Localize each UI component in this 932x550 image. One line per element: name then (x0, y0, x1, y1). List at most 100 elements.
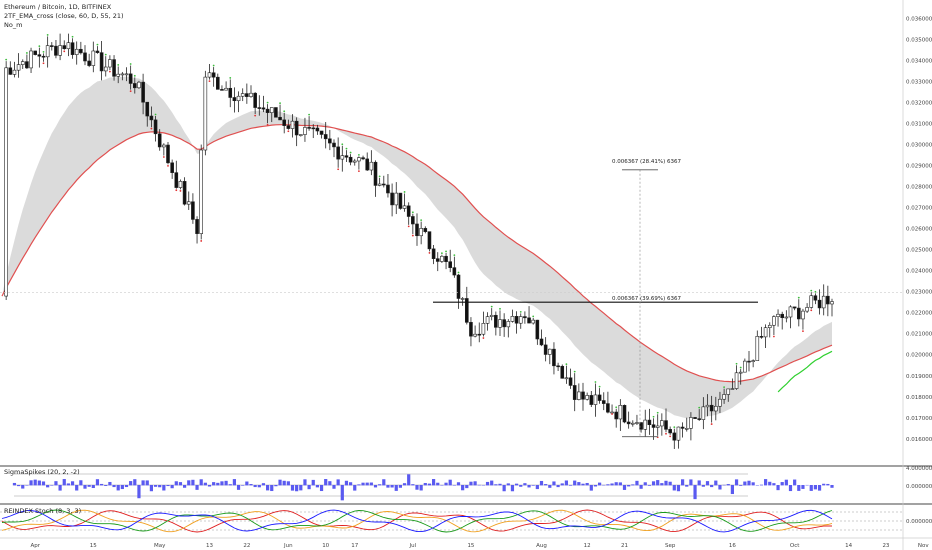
sigma-bar (793, 479, 797, 486)
sigma-bar (743, 481, 747, 486)
y-tick-label: 0.031000 (906, 122, 932, 128)
candle (801, 308, 805, 332)
sigma-bar (112, 485, 116, 488)
candle (390, 183, 394, 217)
stoch-label[interactable]: REINDEX Stoch (8, 3, 3) (4, 507, 82, 515)
sigma-spikes-pane (12, 473, 834, 501)
candle (460, 297, 465, 306)
sigma-bar (477, 484, 481, 486)
candle (103, 53, 108, 77)
sigma-bar (282, 480, 286, 486)
candle (630, 420, 635, 427)
candle (149, 106, 154, 130)
y-tick-label: 0.023000 (906, 290, 932, 296)
candle (568, 368, 573, 389)
sigma-bar (739, 485, 743, 486)
candle (601, 392, 606, 411)
candle (294, 117, 299, 147)
x-tick-label: 17 (351, 543, 358, 549)
candle (435, 252, 440, 272)
sigma-bar (610, 483, 614, 486)
sigma-bar (714, 480, 718, 486)
sigma-bar (373, 485, 378, 488)
sigma-bar (37, 480, 41, 486)
candle (527, 306, 531, 324)
sigma-bar (315, 485, 319, 488)
sigma-bar (58, 485, 62, 491)
candle (726, 388, 731, 402)
candle (162, 143, 166, 158)
sigma-bar (54, 481, 58, 486)
sigma-bar (41, 481, 46, 486)
sigma-bar (328, 481, 332, 486)
sigma-bar (145, 480, 149, 486)
x-tick-label: Jun (283, 543, 293, 549)
sigma-bar (187, 480, 191, 486)
sigma-bar (307, 485, 311, 490)
candle (415, 213, 419, 246)
candle (70, 35, 75, 59)
sigma-bar (241, 485, 245, 486)
sigma-bar (158, 485, 162, 488)
sigma-bar (801, 485, 805, 489)
sigma-bar (772, 483, 776, 486)
candle (747, 350, 751, 372)
sigma-bar (79, 480, 83, 486)
candle (261, 95, 266, 113)
sigma-bar (407, 474, 411, 486)
sigma-bar (780, 482, 784, 486)
y-tick-label: 0.019000 (906, 374, 932, 380)
candle (560, 364, 565, 379)
candle (577, 383, 581, 401)
sigma-spikes-label[interactable]: SigmaSpikes (20, 2, -2) (4, 468, 80, 476)
sigma-bar (170, 485, 174, 489)
sigma-bar (622, 485, 627, 490)
candle (228, 77, 233, 108)
candles (4, 33, 834, 449)
candle (220, 85, 224, 91)
candle (311, 124, 316, 139)
candle (207, 64, 212, 83)
candle (340, 143, 345, 172)
sigma-bar (311, 479, 315, 486)
sigma-bar (668, 481, 672, 486)
candle (796, 296, 801, 327)
sigma-bar (100, 483, 104, 486)
sigma-bar (593, 485, 598, 487)
candle (689, 412, 693, 441)
x-tick-label: 15 (467, 543, 474, 549)
candle (411, 211, 415, 237)
sigma-bar (726, 484, 730, 486)
candle (672, 426, 677, 449)
candle (344, 147, 349, 163)
candle (498, 307, 502, 337)
sigma-bar (116, 485, 120, 491)
candle (141, 73, 145, 115)
sigma-bar (398, 485, 402, 488)
candle (494, 311, 498, 336)
x-tick-label: Aug (536, 543, 547, 549)
sigma-bar (614, 482, 618, 486)
candle (489, 305, 494, 321)
candle (211, 64, 216, 87)
candle (133, 74, 137, 94)
candle (303, 117, 307, 142)
sigma-bar (124, 485, 129, 488)
sigma-bar (531, 485, 535, 486)
annotations (0, 169, 903, 438)
sigma-tick-label: 0.000000 (906, 484, 932, 490)
indicator-label-nom[interactable]: No_m (4, 21, 23, 29)
candle (464, 286, 469, 325)
y-tick-label: 0.022000 (906, 311, 932, 317)
sigma-bar (639, 485, 643, 489)
sigma-bar (465, 485, 469, 489)
candle (41, 51, 46, 65)
sigma-bar (689, 479, 693, 486)
sigma-bar (25, 485, 29, 486)
indicator-label-ema-cross[interactable]: 2TF_EMA_cross (close, 60, D, 55, 21) (4, 12, 124, 20)
candle (307, 113, 311, 131)
sigma-bar (290, 485, 295, 491)
sigma-bar (564, 480, 568, 486)
sigma-bar (535, 485, 539, 490)
